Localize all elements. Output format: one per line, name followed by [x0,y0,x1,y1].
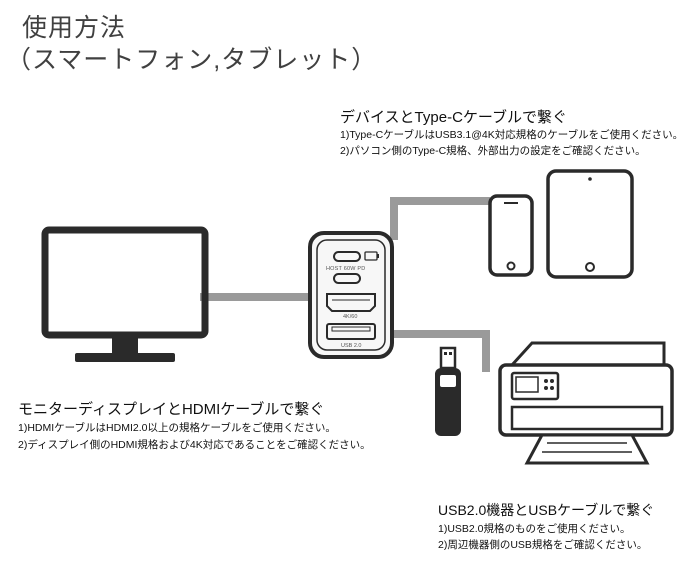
section-usb-note1: 1)USB2.0規格のものをご使用ください。 [438,522,631,538]
section-hdmi-note2: 2)ディスプレイ側のHDMI規格および4K対応であることをご確認ください。 [18,438,371,454]
tablet-icon [545,168,635,280]
hub-device-icon [307,230,395,360]
diagram-canvas: 使用方法 （スマートフォン,タブレット） デバイスとType-Cケーブルで繋ぐ … [0,0,700,572]
usb-flash-icon [428,345,468,445]
printer-icon [492,335,682,475]
section-typec-note1: 1)Type-CケーブルはUSB3.1@4K対応規格のケーブルをご使用ください。 [340,128,683,144]
section-typec-note2: 2)パソコン側のType-C規格、外部出力の設定をご確認ください。 [340,144,646,160]
page-title: 使用方法 [22,8,126,44]
hub-label-host: HOST 60W PD [326,266,365,272]
hub-label-usb: USB 2.0 [341,343,361,349]
section-typec-heading: デバイスとType-Cケーブルで繋ぐ [340,106,567,127]
hub-label-hdmi: 4K/60 [343,314,357,320]
section-hdmi-note1: 1)HDMIケーブルはHDMI2.0以上の規格ケーブルをご使用ください。 [18,421,336,437]
cable-typec-h [390,197,490,205]
cable-hdmi [200,293,310,301]
cable-usb-v [482,330,490,372]
section-usb-note2: 2)周辺機器側のUSB規格をご確認ください。 [438,538,647,554]
section-usb-heading: USB2.0機器とUSBケーブルで繋ぐ [438,500,654,520]
monitor-icon [40,225,215,375]
cable-usb-h [390,330,490,338]
section-hdmi-heading: モニターディスプレイとHDMIケーブルで繋ぐ [18,398,324,419]
smartphone-icon [487,193,535,278]
page-subtitle: （スマートフォン,タブレット） [6,40,377,76]
